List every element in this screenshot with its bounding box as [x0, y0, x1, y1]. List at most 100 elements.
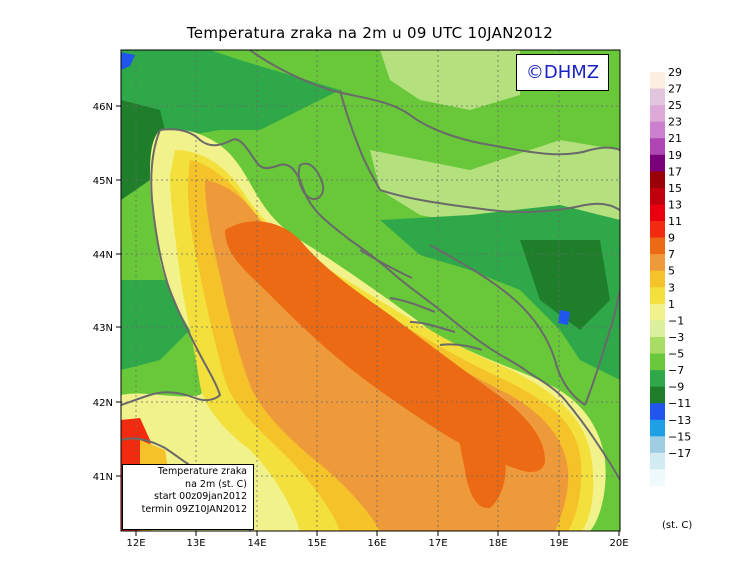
colorbar-swatch: [650, 336, 665, 354]
colorbar-swatch: [650, 403, 665, 421]
colorbar-swatch: [650, 138, 665, 156]
colorbar-label: 19: [668, 149, 682, 162]
info-box: Temperature zraka na 2m (st. C) start 00…: [122, 464, 254, 530]
colorbar-swatch: [650, 436, 665, 454]
colorbar-label: 11: [668, 215, 682, 228]
y-tick-label-41n: 41N: [93, 472, 113, 483]
map-title: Temperatura zraka na 2m u 09 UTC 10JAN20…: [186, 24, 554, 42]
colorbar-swatch: [650, 303, 665, 321]
colorbar-swatch: [650, 386, 665, 404]
colorbar: [650, 72, 665, 487]
colorbar-label: −13: [668, 414, 691, 427]
colorbar-swatch: [650, 452, 665, 470]
colorbar-swatch: [650, 270, 665, 288]
colorbar-swatch: [650, 187, 665, 205]
x-tick-label-13e: 13E: [186, 538, 205, 549]
colorbar-label: 27: [668, 83, 682, 96]
colorbar-label: −11: [668, 397, 691, 410]
x-tick-labels: 12E 13E 14E 15E 16E 17E 18E 19E 20E: [126, 538, 628, 549]
brac-island: [389, 297, 436, 313]
colorbar-swatch: [650, 154, 665, 172]
colorbar-swatch: [650, 105, 665, 122]
adriatic-east-coast: [159, 128, 620, 481]
pannonian-lightgreen-zone: [380, 50, 520, 110]
montenegro-border: [584, 289, 620, 406]
info-box-line-4: termin 09Z10JAN2012: [141, 503, 247, 515]
colorbar-labels: 29 27 25 23 21 19 17 15 13 11 9 7 5 3 1 −1 −3 −5 −7 −9 −11 −1…: [668, 66, 691, 460]
colorbar-label: 29: [668, 66, 682, 79]
y-tick-labels: 41N 42N 43N 44N 45N 46N: [93, 102, 113, 483]
colorbar-label: 21: [668, 132, 682, 145]
hvar-island: [409, 321, 456, 333]
colorbar-label: 15: [668, 182, 682, 195]
croatia-hungary-border: [249, 50, 620, 156]
colorbar-swatch: [650, 88, 665, 106]
dhmz-logo: ©DHMZ: [516, 54, 609, 91]
info-box-line-1: Temperature zraka: [157, 466, 247, 477]
colorbar-label: 9: [668, 232, 675, 245]
krk-island: [297, 162, 324, 200]
sava-border: [379, 189, 620, 214]
pag-island: [359, 249, 413, 279]
colorbar-label: 3: [668, 281, 675, 294]
axis-ticks: [116, 105, 620, 536]
colorbar-swatch: [650, 353, 665, 371]
colorbar-swatch: [650, 419, 665, 437]
colorbar-swatch: [650, 320, 665, 338]
colorbar-label: −9: [668, 381, 684, 394]
colorbar-label: −17: [668, 447, 691, 460]
colorbar-swatch: [650, 204, 665, 222]
x-tick-label-16e: 16E: [367, 538, 386, 549]
colorbar-label: −5: [668, 348, 684, 361]
sea-orange-south: [459, 429, 506, 509]
alpine-forest-zone: [121, 50, 340, 150]
colorbar-swatch: [650, 254, 665, 272]
x-tick-label-14e: 14E: [247, 538, 266, 549]
colorbar-label: 5: [668, 265, 675, 278]
colorbar-label: −15: [668, 430, 691, 443]
cold-spot-se: [558, 310, 570, 325]
colorbar-label: −3: [668, 331, 684, 344]
colorbar-label: 13: [668, 198, 682, 211]
bosnia-dark-zone: [520, 240, 610, 330]
colorbar-label: 7: [668, 248, 675, 261]
bosnia-border: [429, 244, 586, 406]
y-tick-label-43n: 43N: [93, 323, 113, 334]
map-frame: [120, 49, 621, 532]
colorbar-label: −1: [668, 314, 684, 327]
sea-orange-core: [225, 221, 545, 472]
y-tick-label-46n: 46N: [93, 102, 113, 113]
colorbar-swatch: [650, 370, 665, 387]
colorbar-swatch: [650, 469, 665, 487]
italy-east-coast: [121, 129, 221, 406]
colorbar-label: −7: [668, 364, 684, 377]
y-tick-label-44n: 44N: [93, 250, 113, 261]
map-grid: [121, 50, 620, 531]
colorbar-swatch: [650, 171, 665, 189]
info-box-line-2: na 2m (st. C): [185, 478, 247, 490]
colorbar-label: 23: [668, 116, 682, 129]
x-tick-label-17e: 17E: [428, 538, 447, 549]
temperature-field: [121, 50, 620, 531]
korcula-island: [439, 343, 483, 351]
colorbar-swatch: [650, 237, 665, 255]
y-tick-label-45n: 45N: [93, 176, 113, 187]
colorbar-label: 25: [668, 99, 682, 112]
slovenia-border: [339, 89, 381, 191]
x-tick-label-18e: 18E: [488, 538, 507, 549]
colorbar-label: 1: [668, 298, 675, 311]
colorbar-label: 17: [668, 165, 682, 178]
x-tick-label-12e: 12E: [126, 538, 145, 549]
x-tick-label-19e: 19E: [549, 538, 568, 549]
alpine-dark-zone: [121, 100, 170, 200]
y-tick-label-42n: 42N: [93, 398, 113, 409]
colorbar-swatch: [650, 221, 665, 238]
colorbar-swatch: [650, 287, 665, 305]
colorbar-swatch: [650, 121, 665, 139]
colorbar-unit: (st. C): [662, 520, 692, 531]
cold-spot-nw: [121, 52, 135, 70]
colorbar-swatch: [650, 72, 665, 89]
x-tick-label-20e: 20E: [609, 538, 628, 549]
x-tick-label-15e: 15E: [307, 538, 326, 549]
